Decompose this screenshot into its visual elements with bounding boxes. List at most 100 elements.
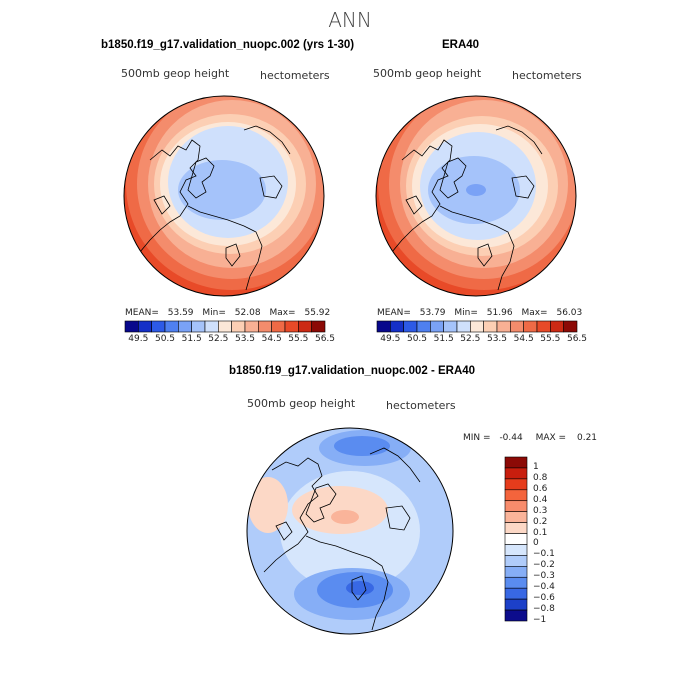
model-colorbar-swatch: [231, 320, 246, 333]
obs-mean-label: MEAN=: [377, 308, 411, 318]
diff-colorbar-tick-label: −0.3: [533, 571, 555, 582]
obs-colorbar-swatch: [510, 320, 524, 333]
obs-max-label: Max=: [521, 308, 548, 318]
diff-colorbar-tick-label: 0.6: [533, 483, 548, 494]
diff-colorbar-tick-label: −0.2: [533, 560, 555, 571]
diff-pos-peak: [331, 510, 359, 524]
diff-colorbar-swatch: [504, 544, 528, 556]
diff-colorbar-swatch: [504, 609, 528, 622]
model-max-value: 55.92: [304, 308, 331, 318]
model-min-label: Min=: [202, 308, 226, 318]
model-colorbar-swatch: [311, 320, 326, 333]
model-colorbar-tick-label: 54.5: [261, 334, 282, 344]
diff-colorbar-swatch: [504, 456, 528, 469]
diff-max-value: 0.21: [576, 433, 598, 443]
obs-colorbar-swatch: [403, 320, 418, 333]
model-colorbar-swatch: [164, 320, 179, 333]
obs-variable-label: 500mb geop height: [373, 67, 482, 80]
obs-map-border: [375, 95, 577, 297]
model-mean-value: 53.59: [167, 308, 194, 318]
diff-colorbar-swatch: [504, 511, 528, 523]
obs-colorbar-tick-label: 51.5: [433, 334, 454, 344]
obs-colorbar-swatch: [376, 320, 391, 333]
obs-stats: MEAN= 53.79 Min= 51.96 Max= 56.03: [377, 308, 582, 318]
model-band-0: [178, 160, 266, 220]
diff-colorbar-tick-label: −0.8: [533, 604, 555, 615]
obs-colorbar-tick-label: 50.5: [406, 334, 428, 344]
obs-colorbar-swatch: [483, 320, 498, 333]
model-colorbar-swatch: [244, 320, 259, 333]
diff-colorbar-tick-label: 0: [533, 538, 539, 549]
diff-colorbar-tick-label: 1: [533, 461, 539, 472]
model-colorbar-swatch: [258, 320, 272, 333]
model-coastlines: [139, 125, 291, 291]
model-map: [124, 96, 324, 296]
obs-panel-title: ERA40: [442, 39, 480, 51]
model-colorbar-swatch: [298, 320, 312, 333]
obs-colorbar: [376, 320, 578, 333]
diff-map-border: [246, 427, 454, 635]
diff-colorbar-swatch: [504, 522, 528, 534]
obs-colorbar-swatch: [563, 320, 578, 333]
model-max-label: Max=: [269, 308, 296, 318]
obs-colorbar-swatch: [456, 320, 471, 333]
model-stats: MEAN= 53.59 Min= 52.08 Max= 55.92: [125, 308, 330, 318]
diff-panel-title: b1850.f19_g17.validation_nuopc.002 - ERA…: [229, 365, 476, 377]
diff-variable-label: 500mb geop height: [247, 397, 356, 410]
model-colorbar-swatch: [178, 320, 192, 333]
diff-colorbar-swatch: [504, 566, 528, 578]
diff-colorbar-tick-label: 0.1: [533, 527, 548, 538]
obs-min-label: Min=: [454, 308, 478, 318]
model-colorbar-tick-label: 51.5: [181, 334, 202, 344]
diff-colorbar-swatch: [504, 533, 528, 545]
diff-colorbar-tick-label: −1: [533, 615, 547, 625]
obs-coastlines: [391, 125, 543, 291]
model-colorbar-tick-label: 52.5: [208, 334, 229, 344]
diff-min-value: -0.44: [499, 433, 523, 443]
model-variable-label: 500mb geop height: [121, 67, 230, 80]
obs-colorbar-swatch: [523, 320, 538, 333]
diff-max-label: MAX =: [535, 433, 567, 443]
model-colorbar-tick-label: 53.5: [234, 334, 256, 344]
model-colorbar-tick-label: 56.5: [314, 334, 336, 344]
diff-colorbar-tick-label: 0.2: [533, 516, 548, 527]
diff-coastlines: [263, 447, 421, 631]
figure-title: ANN: [328, 8, 372, 32]
model-colorbar-tick-label: 50.5: [154, 334, 176, 344]
diff-pos-west: [248, 477, 288, 533]
model-colorbar-swatch: [204, 320, 219, 333]
obs-colorbar-swatch: [430, 320, 444, 333]
obs-colorbar-tick-label: 53.5: [486, 334, 508, 344]
diff-colorbar-swatch: [504, 576, 528, 589]
obs-colorbar-tick-label: 54.5: [513, 334, 534, 344]
model-colorbar-swatch: [151, 320, 166, 333]
diff-units-label: hectometers: [386, 399, 456, 412]
obs-band-min: [466, 184, 486, 196]
diff-colorbar-swatch: [504, 598, 528, 611]
obs-colorbar-swatch: [496, 320, 511, 333]
model-colorbar-swatch: [271, 320, 286, 333]
diff-colorbar-tick-label: 0.4: [533, 494, 548, 505]
diff-colorbar: [504, 456, 528, 622]
model-mean-label: MEAN=: [125, 308, 159, 318]
obs-colorbar-swatch: [470, 320, 484, 333]
diff-neg-north-core: [334, 436, 390, 456]
diff-colorbar-tick-label: 0.8: [533, 472, 548, 483]
obs-colorbar-swatch: [443, 320, 458, 333]
model-colorbar-swatch: [284, 320, 299, 333]
model-colorbar-swatch: [124, 320, 139, 333]
model-map-border: [123, 95, 325, 297]
diff-colorbar-swatch: [504, 587, 528, 600]
obs-colorbar-swatch: [550, 320, 564, 333]
obs-colorbar-tick-label: 55.5: [540, 334, 561, 344]
model-colorbar-swatch: [218, 320, 232, 333]
diff-map: [247, 428, 453, 634]
obs-colorbar-tick-label: 49.5: [380, 334, 401, 344]
model-min-value: 52.08: [234, 308, 261, 318]
model-colorbar-tick-label: 49.5: [128, 334, 149, 344]
obs-colorbar-swatch: [416, 320, 431, 333]
obs-colorbar-swatch: [536, 320, 551, 333]
model-colorbar-tick-label: 55.5: [288, 334, 309, 344]
diff-colorbar-tick-label: −0.1: [533, 549, 555, 560]
